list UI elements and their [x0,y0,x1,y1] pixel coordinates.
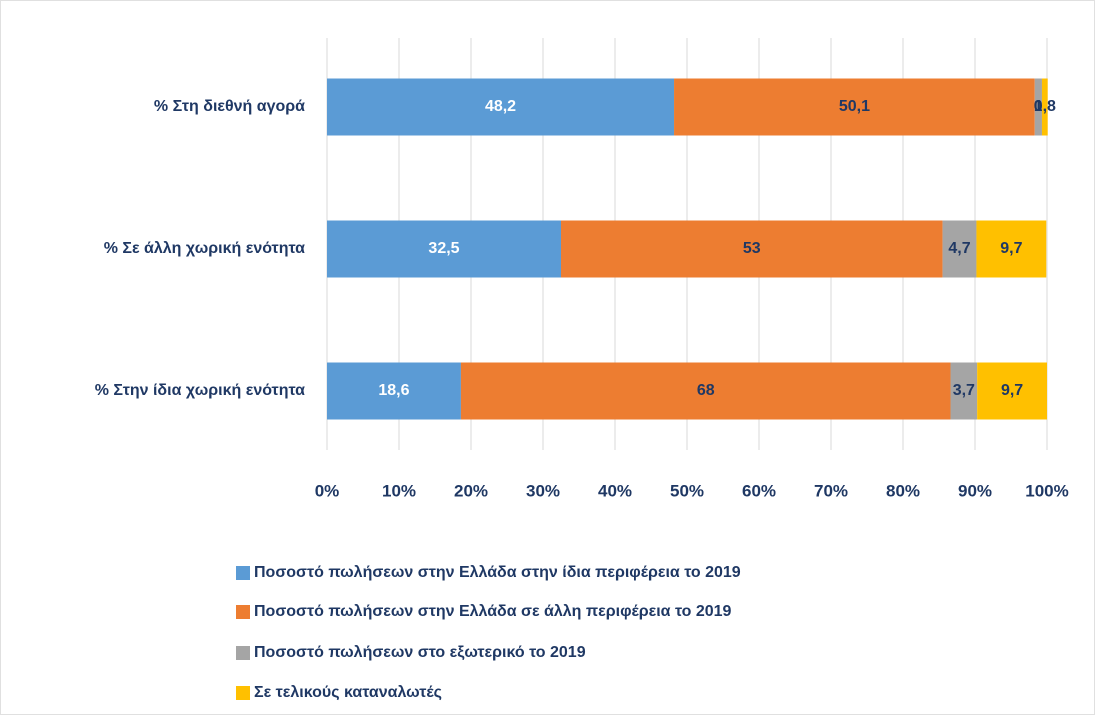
data-label: 0,8 [1034,98,1056,115]
x-tick-label: 80% [886,481,920,500]
bar-segment [977,362,1047,420]
data-label: 9,7 [1001,382,1023,399]
data-label: 50,1 [839,98,870,115]
x-tick-label: 50% [670,481,704,500]
y-tick-label: % Στη διεθνή αγορά [154,98,305,115]
legend-swatch [236,686,250,700]
legend-label: Ποσοστό πωλήσεων στο εξωτερικό το 2019 [254,644,586,661]
x-tick-label: 0% [315,481,340,500]
bar-segment [460,362,951,420]
bar-segment [950,362,978,420]
data-label: 53 [743,240,761,257]
x-tick-label: 40% [598,481,632,500]
bar-segment [327,220,561,278]
bar-segment [561,220,943,278]
bar-segment [1034,78,1042,136]
bar-segment [327,362,461,420]
legend-swatch [236,566,250,580]
x-tick-label: 10% [382,481,416,500]
x-tick-label: 20% [454,481,488,500]
data-label: 68 [697,382,715,399]
data-label: 4,7 [948,240,970,257]
data-label: 32,5 [428,240,459,257]
bar-segment [327,78,675,136]
legend-label: Σε τελικούς καταναλωτές [254,684,442,701]
data-label: 9,7 [1000,240,1022,257]
legend-swatch [236,646,250,660]
data-label: 3,7 [953,382,975,399]
x-tick-label: 70% [814,481,848,500]
x-tick-label: 90% [958,481,992,500]
legend-label: Ποσοστό πωλήσεων στην Ελλάδα σε άλλη περ… [254,603,732,620]
data-label: 48,2 [485,98,516,115]
bar-segment [976,220,1047,278]
bar-segment [1041,78,1048,136]
x-tick-label: 30% [526,481,560,500]
data-label: 1 [1034,98,1043,115]
legend-label: Ποσοστό πωλήσεων στην Ελλάδα στην ίδια π… [254,564,741,581]
legend-swatch [236,605,250,619]
bar-segment [674,78,1035,136]
data-label: 18,6 [378,382,409,399]
x-tick-label: 60% [742,481,776,500]
y-tick-label: % Σε άλλη χωρική ενότητα [104,240,305,257]
y-tick-label: % Στην ίδια χωρική ενότητα [95,382,305,399]
bar-segment [942,220,977,278]
x-tick-label: 100% [1025,481,1068,500]
